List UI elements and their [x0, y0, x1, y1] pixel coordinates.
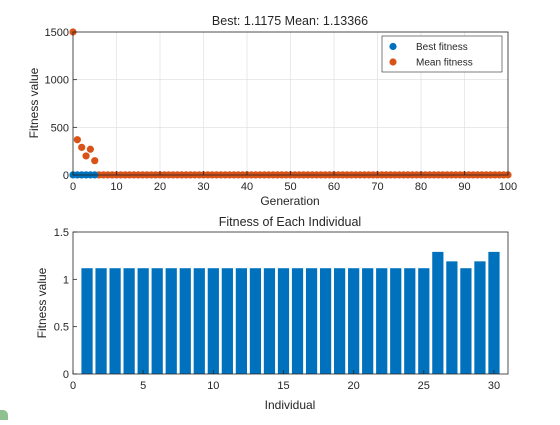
generation-x-tick-label: 10: [110, 181, 122, 193]
generation-x-tick-label: 30: [197, 181, 209, 193]
mean-fitness-point: [78, 143, 86, 151]
individual-bar: [249, 268, 262, 374]
generation-y-axis-label: Fitness value: [27, 67, 41, 138]
individual-y-ticks: 0 0.5 1 1.5: [54, 227, 77, 381]
generation-x-tick-label: 50: [284, 181, 296, 193]
individual-bar: [109, 268, 121, 374]
individual-bar: [165, 268, 177, 374]
individual-bar: [362, 268, 374, 374]
individual-y-tick-label: 0.5: [54, 322, 69, 334]
individual-bar: [488, 251, 500, 374]
individual-bar: [235, 268, 247, 374]
individual-bar: [319, 268, 332, 374]
individual-x-tick-label: 15: [277, 380, 289, 392]
individual-x-tick-label: 5: [140, 380, 146, 392]
individual-bar: [334, 268, 346, 374]
mean-fitness-point: [82, 152, 90, 160]
individual-plot-title: Fitness of Each Individual: [219, 215, 361, 229]
individual-bar: [404, 268, 416, 374]
individual-bar: [179, 268, 191, 374]
mean-fitness-point: [91, 157, 99, 165]
individual-bar: [390, 268, 402, 374]
individual-x-tick-label: 30: [488, 380, 500, 392]
mean-fitness-point: [86, 145, 94, 153]
individual-bar: [263, 268, 276, 374]
individual-bar: [348, 268, 360, 374]
mean-fitness-point: [73, 136, 81, 144]
individual-x-tick-label: 10: [207, 380, 219, 392]
generation-x-tick-label: 40: [241, 181, 253, 193]
individual-y-axis-label: Fitness value: [35, 267, 49, 338]
generation-plot-title: Best: 1.1175 Mean: 1.13366: [212, 14, 368, 28]
individual-bar: [207, 268, 219, 374]
individual-y-tick-label: 1.5: [54, 227, 69, 239]
legend-label-mean: Mean fitness: [416, 58, 473, 69]
legend-label-best: Best fitness: [416, 42, 468, 53]
individual-y-tick-label: 0: [63, 369, 69, 381]
individual-plot-frame: [72, 231, 509, 375]
generation-plot[interactable]: 0 10 20 30 40 50 60 70 80 90 100 0 500 1000 1500 Best…: [27, 14, 517, 208]
legend[interactable]: Best fitness Mean fitness: [381, 35, 503, 73]
individual-bar: [123, 268, 135, 374]
generation-x-tick-label: 100: [499, 181, 517, 193]
generation-y-ticks: 0 500 1000 1500: [45, 27, 77, 182]
generation-x-tick-label: 70: [371, 181, 383, 193]
individual-bar: [446, 261, 458, 374]
individual-y-tick-label: 1: [63, 274, 69, 286]
individual-bar: [277, 268, 290, 374]
generation-y-tick-label: 1000: [45, 75, 69, 87]
legend-marker-mean: [389, 58, 397, 66]
individual-bar: [137, 268, 149, 374]
individual-bar: [305, 268, 318, 374]
corner-widget[interactable]: [0, 410, 8, 420]
individual-x-ticks: 0 5 10 15 20 25 30: [70, 370, 500, 392]
individual-bar: [221, 268, 233, 374]
generation-x-ticks: 0 10 20 30 40 50 60 70 80 90 100: [70, 171, 517, 193]
generation-x-tick-label: 60: [328, 181, 340, 193]
generation-x-tick-label: 0: [70, 181, 76, 193]
generation-y-tick-label: 1500: [45, 27, 69, 39]
individual-bar: [151, 268, 163, 374]
individual-x-tick-label: 0: [70, 380, 76, 392]
generation-y-tick-label: 500: [51, 122, 69, 134]
individual-bar: [460, 268, 472, 374]
generation-y-tick-label: 0: [63, 170, 69, 182]
generation-x-tick-label: 20: [154, 181, 166, 193]
individual-bar: [95, 268, 107, 374]
individual-bars: [81, 251, 500, 374]
individual-bar: [193, 268, 205, 374]
individual-bar: [376, 268, 388, 374]
individual-bar: [418, 268, 430, 374]
individual-x-axis-label: Individual: [265, 398, 316, 412]
individual-bar: [474, 261, 486, 374]
individual-bar: [291, 268, 304, 374]
legend-box: [381, 35, 503, 73]
generation-x-tick-label: 90: [458, 181, 470, 193]
individual-bar: [81, 268, 93, 374]
individual-x-tick-label: 25: [418, 380, 430, 392]
individual-x-tick-label: 20: [348, 380, 360, 392]
individual-bar: [432, 251, 444, 374]
individual-plot[interactable]: 0 5 10 15 20 25 30 0 0.5 1 1.5 Fitness of Each In…: [35, 215, 509, 412]
legend-marker-best: [389, 42, 397, 51]
generation-x-tick-label: 80: [415, 181, 427, 193]
generation-x-axis-label: Generation: [260, 194, 319, 208]
